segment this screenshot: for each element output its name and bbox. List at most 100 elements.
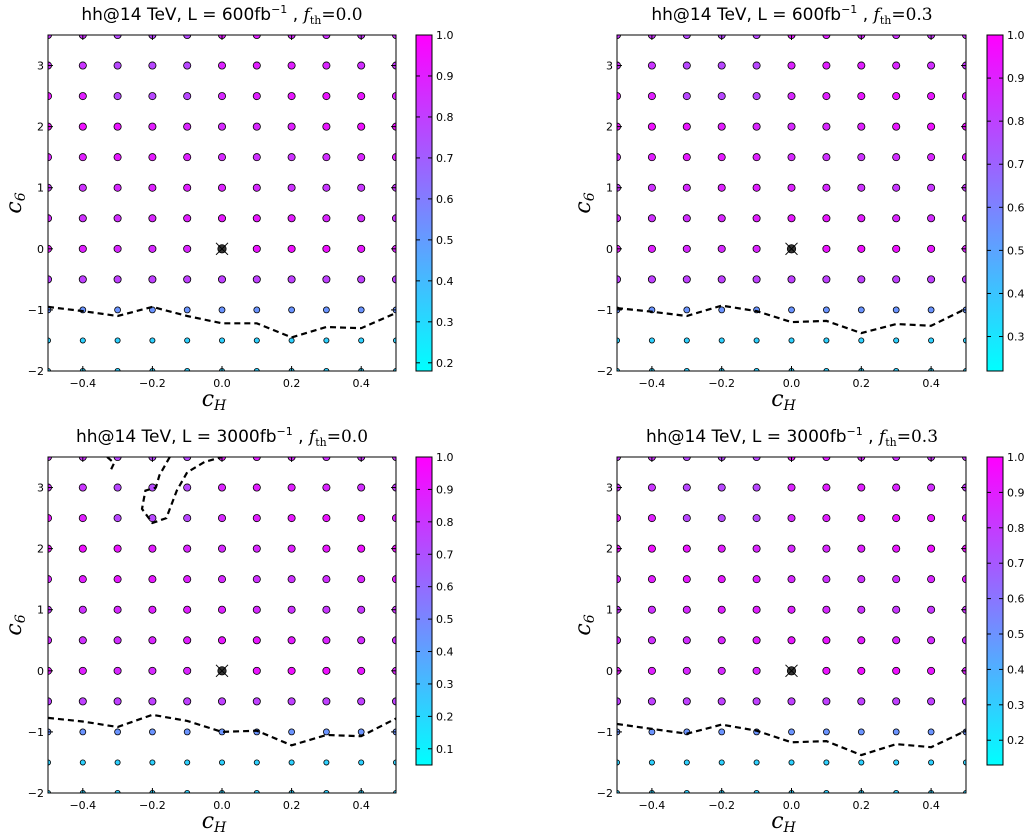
data-point <box>184 484 191 491</box>
data-point <box>823 276 830 283</box>
data-point <box>648 637 655 644</box>
data-point <box>823 245 830 252</box>
data-point <box>648 514 655 521</box>
data-point <box>823 545 830 552</box>
y-tick-label: 3 <box>606 482 613 495</box>
y-tick-label: 2 <box>606 543 613 556</box>
y-tick-label: −1 <box>597 726 613 739</box>
panel-title: hh@14 TeV, L = 600fb−1 , fth=0.3 <box>651 3 932 27</box>
data-point <box>358 276 365 283</box>
data-point <box>788 606 795 613</box>
data-point <box>788 698 795 705</box>
data-point <box>858 92 865 99</box>
colorbar-tick-label: 0.5 <box>1007 628 1025 641</box>
data-point <box>184 667 191 674</box>
data-point <box>718 92 725 99</box>
colorbar-tick-label: 1.0 <box>1007 451 1025 464</box>
data-point <box>288 667 295 674</box>
data-point <box>753 637 760 644</box>
data-point <box>288 184 295 191</box>
colorbar-tick-label: 0.4 <box>1007 287 1025 300</box>
y-tick-label: 1 <box>37 604 44 617</box>
data-point <box>149 637 156 644</box>
data-point <box>114 123 121 130</box>
data-points <box>44 31 399 373</box>
data-point <box>79 576 86 583</box>
data-point <box>218 606 225 613</box>
data-point <box>718 276 725 283</box>
data-point <box>324 760 329 765</box>
data-point <box>823 698 830 705</box>
data-point <box>149 123 156 130</box>
data-point <box>184 729 190 735</box>
data-point <box>718 215 725 222</box>
data-point <box>114 154 121 161</box>
data-point <box>254 307 260 313</box>
data-point <box>184 307 190 313</box>
data-point <box>114 637 121 644</box>
data-point <box>253 92 260 99</box>
data-point <box>254 338 259 343</box>
data-point <box>358 123 365 130</box>
data-point <box>894 760 899 765</box>
data-point <box>928 245 935 252</box>
data-point <box>928 545 935 552</box>
data-point <box>323 276 330 283</box>
data-point <box>789 338 794 343</box>
data-point <box>358 667 365 674</box>
data-point <box>218 545 225 552</box>
data-point <box>718 484 725 491</box>
colorbar-tick-label: 0.9 <box>436 70 454 83</box>
data-point <box>719 729 725 735</box>
data-point <box>893 92 900 99</box>
data-point <box>718 154 725 161</box>
data-point <box>253 215 260 222</box>
colorbar-tick-label: 0.8 <box>436 111 454 124</box>
y-tick-label: 2 <box>37 543 44 556</box>
x-tick-label: 0.0 <box>213 799 231 812</box>
data-point <box>79 184 86 191</box>
panel-1: hh@14 TeV, L = 600fb−1 , fth=0.0 −0.4 −0.2… <box>2 3 454 414</box>
data-point <box>218 184 225 191</box>
data-point <box>288 576 295 583</box>
data-point <box>114 184 121 191</box>
data-point <box>753 276 760 283</box>
data-point <box>893 729 899 735</box>
data-point <box>858 606 865 613</box>
data-point <box>358 184 365 191</box>
data-point <box>323 545 330 552</box>
data-point <box>683 576 690 583</box>
data-point <box>858 123 865 130</box>
data-point <box>718 184 725 191</box>
data-point <box>788 514 795 521</box>
data-point <box>184 576 191 583</box>
data-point <box>323 637 330 644</box>
data-point <box>928 667 935 674</box>
x-tick-label: 0.0 <box>783 377 801 390</box>
colorbar-tick-label: 0.3 <box>436 316 454 329</box>
panel-title: hh@14 TeV, L = 600fb−1 , fth=0.0 <box>81 3 362 27</box>
panel-3: hh@14 TeV, L = 3000fb−1 , fth=0.0 −0.4 −0.… <box>2 425 454 836</box>
data-point <box>718 62 725 69</box>
data-point <box>79 606 86 613</box>
colorbar: 0.2 0.3 0.4 0.5 0.6 0.7 0.8 0.9 1.0 <box>987 451 1025 765</box>
y-tick-label: −1 <box>28 726 44 739</box>
data-point <box>149 154 156 161</box>
data-point <box>893 245 900 252</box>
data-point <box>218 637 225 644</box>
data-point <box>928 215 935 222</box>
data-point <box>858 154 865 161</box>
x-axis-label: cH <box>202 387 227 414</box>
panel-4: hh@14 TeV, L = 3000fb−1 , fth=0.3−0.4 −0.… <box>571 425 1025 836</box>
colorbar-tick-label: 0.2 <box>436 710 454 723</box>
data-point <box>184 154 191 161</box>
data-point <box>753 514 760 521</box>
colorbar-tick-label: 0.5 <box>436 234 454 247</box>
data-point <box>788 576 795 583</box>
data-point <box>893 215 900 222</box>
data-point <box>823 215 830 222</box>
data-point <box>219 338 224 343</box>
data-point <box>684 307 690 313</box>
data-point <box>648 576 655 583</box>
y-axis-label: c6 <box>2 614 29 635</box>
